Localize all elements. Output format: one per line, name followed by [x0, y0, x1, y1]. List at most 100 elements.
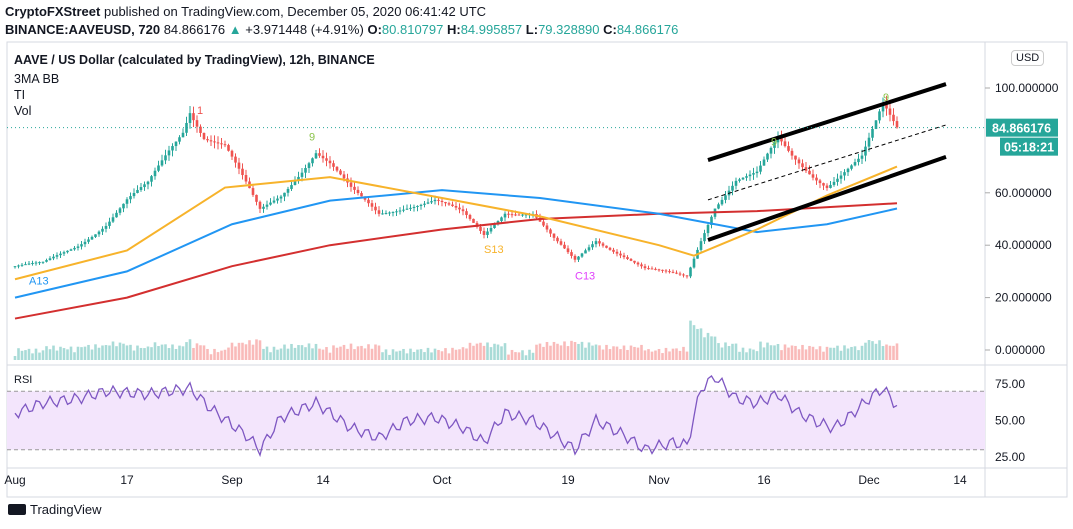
countdown-text: 05:18:21: [1004, 141, 1054, 155]
candle: [633, 260, 636, 263]
volume-bar: [209, 354, 213, 360]
volume-bar: [269, 352, 272, 360]
volume-bar: [356, 346, 360, 360]
currency-button[interactable]: USD: [1011, 50, 1045, 66]
candle: [745, 176, 748, 178]
volume-bar: [405, 353, 409, 360]
candle: [108, 221, 111, 226]
candle: [598, 241, 601, 244]
candle: [734, 180, 738, 186]
volume-bar: [685, 351, 689, 360]
volume-bar: [297, 345, 300, 360]
candle: [521, 214, 524, 216]
volume-bar: [346, 348, 349, 360]
candle: [202, 132, 206, 140]
x-tick-label: 14: [316, 473, 330, 487]
low-value: 79.328890: [538, 22, 600, 37]
candle: [157, 165, 160, 171]
volume-bar: [412, 351, 416, 360]
candle: [62, 252, 66, 254]
candle: [290, 185, 293, 189]
candle: [577, 256, 580, 260]
volume-bar: [286, 348, 290, 360]
h-label: H:: [446, 22, 461, 37]
channel-lower-line: [707, 155, 947, 242]
volume-bar: [671, 348, 675, 360]
candle: [822, 183, 825, 186]
x-tick-label: Sep: [221, 473, 243, 487]
candle: [94, 234, 97, 237]
candle: [878, 111, 881, 121]
volume-bar: [304, 347, 307, 360]
volume-bar: [531, 352, 535, 360]
candle: [132, 192, 136, 197]
candle: [388, 212, 391, 214]
candle: [797, 159, 801, 164]
candle: [402, 209, 405, 211]
volume-bar: [650, 351, 654, 360]
candle: [584, 250, 587, 254]
candle: [678, 273, 682, 275]
candle: [87, 239, 90, 242]
candle: [83, 241, 87, 245]
volume-bar: [864, 342, 867, 360]
volume-bar: [153, 342, 157, 360]
volume-bar: [843, 345, 846, 360]
volume-bar: [171, 344, 174, 360]
volume-bar: [619, 349, 622, 360]
candle: [255, 194, 258, 202]
volume-bar: [360, 345, 363, 360]
candle: [199, 126, 202, 133]
candle: [591, 244, 594, 248]
candle: [895, 121, 899, 128]
candle: [839, 175, 843, 179]
volume-bar: [311, 348, 314, 360]
up-arrow-icon: ▲: [228, 22, 242, 37]
volume-bar: [62, 348, 66, 360]
volume-bar: [90, 349, 94, 360]
volume-bar: [223, 349, 227, 360]
volume-bar: [710, 336, 713, 360]
candle: [629, 258, 633, 261]
candle: [153, 170, 157, 177]
volume-bar: [626, 349, 629, 360]
published-text: published on TradingView.com, December 0…: [103, 4, 487, 19]
volume-bar: [591, 345, 594, 360]
volume-bar: [307, 343, 311, 360]
candle: [710, 216, 713, 225]
volume-bar: [839, 350, 843, 360]
indicator-3ma-bb[interactable]: 3MA BB: [14, 72, 60, 86]
volume-bar: [664, 347, 668, 360]
candle: [356, 189, 360, 194]
candle: [741, 177, 745, 180]
volume-bar: [535, 344, 538, 360]
volume-bar: [129, 344, 132, 360]
candle: [314, 153, 318, 159]
indicator-vol[interactable]: Vol: [14, 104, 32, 118]
volume-bar: [48, 349, 52, 360]
ma-blue-line: [14, 189, 898, 299]
ma-orange-line: [14, 165, 898, 281]
tradingview-logo[interactable]: TradingView: [8, 502, 102, 517]
candle: [692, 258, 696, 268]
volume-bar: [475, 343, 479, 360]
candle: [650, 268, 654, 270]
indicator-ti[interactable]: TI: [14, 88, 26, 102]
volume-bar: [381, 352, 384, 360]
volume-bar: [878, 340, 881, 360]
candle: [468, 214, 472, 219]
x-tick-label: Dec: [858, 473, 879, 487]
volume-bar: [34, 348, 38, 360]
candle: [440, 200, 444, 203]
candle: [888, 108, 892, 115]
candle: [738, 179, 741, 181]
volume-bar: [370, 348, 374, 360]
volume-bar: [605, 344, 608, 360]
candle: [731, 185, 734, 191]
channel-upper-line: [707, 82, 947, 162]
volume-bar: [454, 349, 458, 360]
volume-bar: [874, 343, 878, 360]
candle: [227, 145, 230, 151]
volume-bar: [510, 349, 514, 360]
